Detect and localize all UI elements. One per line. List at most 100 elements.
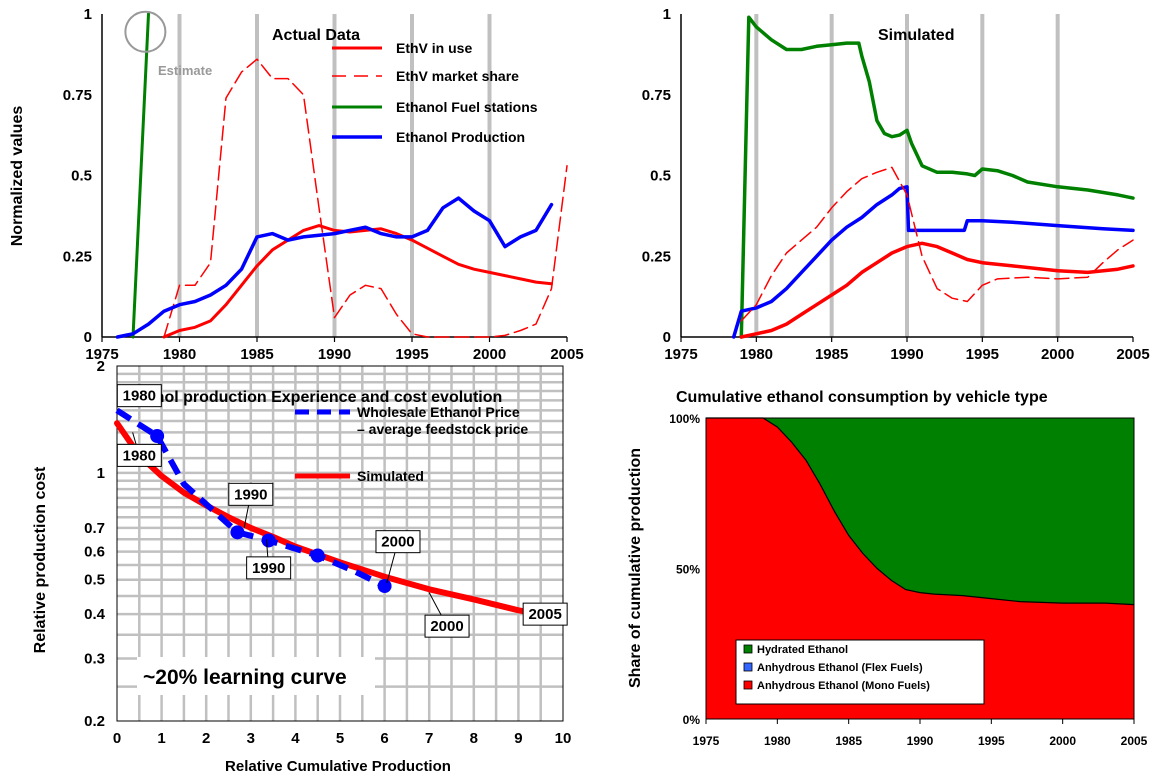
x-tick-label: 1980 <box>740 346 773 363</box>
y-tick-label: 0 <box>84 329 92 346</box>
legend-label: Simulated <box>357 468 424 484</box>
legend-label: – average feedstock price <box>357 421 528 437</box>
x-tick-label: 5 <box>336 730 344 747</box>
estimate-circle <box>124 10 167 53</box>
callout-box <box>116 384 162 408</box>
callout-label: 1980 <box>123 447 156 464</box>
y-tick-label: 0.25 <box>63 248 92 265</box>
callout-label: 2000 <box>381 534 414 551</box>
callout-label: 2000 <box>430 618 463 635</box>
data-point <box>261 533 276 548</box>
y-tick-label: 1 <box>97 465 105 482</box>
callout-label: 1990 <box>252 560 285 577</box>
y-tick-label: 0.5 <box>650 168 671 185</box>
legend-label: Hydrated Ethanol <box>757 644 848 656</box>
series-line <box>162 224 553 339</box>
data-point <box>377 579 392 594</box>
callout-box <box>116 443 162 467</box>
x-tick-label: 2005 <box>550 346 583 363</box>
y-axis-label: Share of cumulative production <box>627 448 644 688</box>
y-tick-label: 1 <box>663 6 671 23</box>
x-tick-label: 3 <box>247 730 255 747</box>
callout-box <box>246 556 292 580</box>
x-tick-label: 0 <box>113 730 121 747</box>
x-tick-label: 7 <box>425 730 433 747</box>
series-line <box>740 166 1134 322</box>
y-tick-label: 0 <box>663 329 671 346</box>
callout-label: 1980 <box>123 388 156 405</box>
y-tick-label: 50% <box>676 563 700 577</box>
series-line <box>739 15 1135 339</box>
x-tick-label: 1995 <box>966 346 999 363</box>
data-point <box>310 548 325 563</box>
callout-box <box>228 482 274 506</box>
y-tick-label: 0.7 <box>84 520 105 537</box>
area-hydrated <box>706 418 1134 605</box>
y-tick-label: 2 <box>97 358 105 375</box>
x-axis-label: Relative Cumulative Production <box>225 758 451 775</box>
y-tick-label: 100% <box>669 412 700 426</box>
x-tick-label: 9 <box>514 730 522 747</box>
x-tick-label: 2000 <box>1049 734 1076 748</box>
chart-title: Cumulative ethanol consumption by vehicl… <box>676 389 1048 406</box>
x-tick-label: 1995 <box>978 734 1005 748</box>
y-tick-label: 0.4 <box>84 606 106 623</box>
x-tick-label: 6 <box>380 730 388 747</box>
x-tick-label: 4 <box>291 730 300 747</box>
area-boundary <box>706 417 1135 606</box>
x-tick-label: 2005 <box>1116 346 1149 363</box>
x-tick-label: 1975 <box>664 346 697 363</box>
legend-label: Wholesale Ethanol Price <box>357 404 520 420</box>
x-tick-label: 1985 <box>240 346 273 363</box>
series-line <box>731 185 1135 339</box>
y-tick-label: 0.6 <box>84 544 105 561</box>
x-tick-label: 2005 <box>1121 734 1148 748</box>
plot-border <box>116 365 564 722</box>
y-tick-label: 0.75 <box>642 87 671 104</box>
y-tick-label: 0.5 <box>84 572 105 589</box>
legend-label: Ethanol Fuel stations <box>396 99 538 115</box>
legend-swatch <box>743 662 753 672</box>
annotation-box <box>137 657 375 695</box>
legend-label: EthV in use <box>396 40 472 56</box>
chart-title: Ethanol production Experience and cost e… <box>120 389 502 406</box>
callout-box <box>424 614 470 638</box>
chart-title: Actual Data <box>272 27 360 44</box>
y-tick-label: 0% <box>683 713 701 727</box>
legend-swatch <box>743 680 753 690</box>
x-tick-label: 1980 <box>764 734 791 748</box>
x-tick-label: 2 <box>202 730 210 747</box>
callout-box <box>522 602 568 626</box>
x-tick-label: 1995 <box>395 346 428 363</box>
x-tick-label: 1990 <box>318 346 351 363</box>
series-line <box>131 12 150 339</box>
y-tick-label: 1 <box>84 6 92 23</box>
y-tick-label: 0.5 <box>71 168 92 185</box>
series-line <box>115 196 554 339</box>
callout-label: 2005 <box>528 606 561 623</box>
y-tick-label: 0.2 <box>84 713 105 730</box>
estimate-annotation: Estimate <box>158 63 212 78</box>
learning-curve-annotation: ~20% learning curve <box>143 666 347 689</box>
callout-box <box>375 530 421 554</box>
legend-label: Ethanol Production <box>396 129 525 145</box>
legend-label: Anhydrous Ethanol (Mono Fuels) <box>757 680 930 692</box>
series-line <box>739 241 1135 339</box>
legend-label: Anhydrous Ethanol (Flex Fuels) <box>757 662 923 674</box>
x-tick-label: 1 <box>157 730 165 747</box>
x-tick-label: 1975 <box>693 734 720 748</box>
x-tick-label: 1985 <box>835 734 862 748</box>
y-tick-label: 0.3 <box>84 650 105 667</box>
x-tick-label: 2000 <box>1041 346 1074 363</box>
series-line <box>163 58 568 338</box>
data-point <box>230 525 245 540</box>
x-tick-label: 1990 <box>907 734 934 748</box>
x-tick-label: 10 <box>555 730 572 747</box>
x-tick-label: 2000 <box>473 346 506 363</box>
x-tick-label: 1980 <box>163 346 196 363</box>
y-axis-label: Normalized values <box>9 106 26 247</box>
y-tick-label: 0.75 <box>63 87 92 104</box>
legend-swatch <box>743 644 753 654</box>
x-tick-label: 1975 <box>85 346 118 363</box>
